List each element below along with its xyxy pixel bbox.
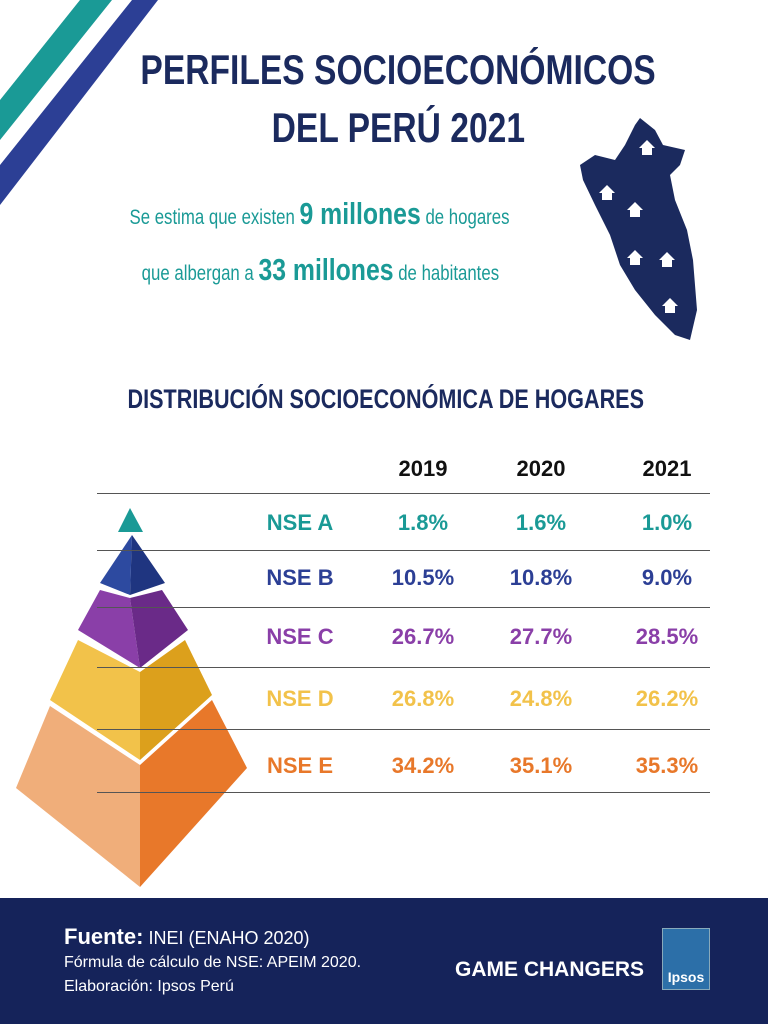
brand: GAME CHANGERS <box>455 958 645 981</box>
row-rule <box>97 729 710 730</box>
row-label: NSE D <box>266 686 334 711</box>
footer: Fuente: INEI (ENAHO 2020) Fórmula de cál… <box>0 898 768 1024</box>
peru-map <box>580 118 697 340</box>
note: Fórmula de cálculo de NSE: APEIM 2020. <box>64 954 362 971</box>
intro-line: Se estima que existen 9 millones de hoga… <box>129 196 510 231</box>
intro-line: que albergan a 33 millones de habitantes <box>141 252 499 287</box>
cell-value: 26.8% <box>391 686 455 711</box>
cell-value: 10.8% <box>509 565 573 590</box>
note: Elaboración: Ipsos Perú <box>64 978 234 995</box>
row-label: NSE A <box>266 510 334 535</box>
row-rule <box>97 667 710 668</box>
title: DEL PERÚ 2021 <box>271 104 525 151</box>
cell-value: 1.6% <box>515 510 567 535</box>
cell-value: 35.1% <box>509 753 573 778</box>
column-header: 2019 <box>398 456 448 481</box>
source: Fuente: INEI (ENAHO 2020) <box>64 924 310 949</box>
cell-value: 1.0% <box>641 510 693 535</box>
row-rule <box>97 792 710 793</box>
row-rule <box>97 493 710 494</box>
cell-value: 28.5% <box>635 624 699 649</box>
row-label: NSE E <box>266 753 334 778</box>
cell-value: 27.7% <box>509 624 573 649</box>
row-label: NSE C <box>266 624 334 649</box>
row-rule <box>97 550 710 551</box>
pyramid <box>16 508 247 887</box>
cell-value: 10.5% <box>391 565 455 590</box>
cell-value: 26.2% <box>635 686 699 711</box>
section-title: DISTRIBUCIÓN SOCIOECONÓMICA DE HOGARES <box>127 384 645 414</box>
cell-value: 35.3% <box>635 753 699 778</box>
logo: Ipsos <box>662 928 710 990</box>
cell-value: 26.7% <box>391 624 455 649</box>
row-rule <box>97 607 710 608</box>
cell-value: 9.0% <box>641 565 693 590</box>
row-label: NSE B <box>266 565 334 590</box>
cell-value: 24.8% <box>509 686 573 711</box>
cell-value: 34.2% <box>391 753 455 778</box>
title: PERFILES SOCIOECONÓMICOS <box>140 46 656 93</box>
column-header: 2021 <box>642 456 692 481</box>
cell-value: 1.8% <box>397 510 449 535</box>
column-header: 2020 <box>516 456 566 481</box>
stripes <box>0 0 158 205</box>
